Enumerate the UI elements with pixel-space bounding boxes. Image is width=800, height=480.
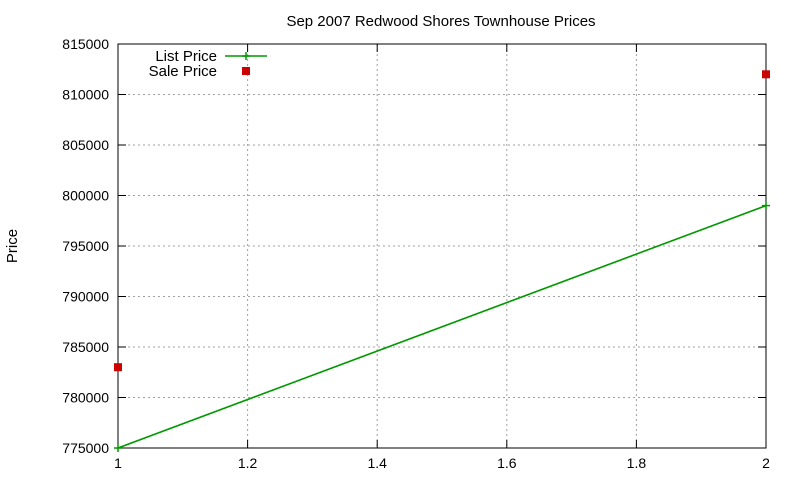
y-tick-label: 790000 xyxy=(62,289,109,305)
series-0 xyxy=(114,201,770,452)
x-tick-label: 1.2 xyxy=(238,455,258,471)
x-tick-label: 1.8 xyxy=(627,455,647,471)
series-layer xyxy=(114,70,770,452)
data-point xyxy=(114,363,122,372)
x-tick-label: 1.4 xyxy=(367,455,387,471)
y-tick-label: 775000 xyxy=(62,440,109,456)
axis-ticks: 1 1.2 1.4 1.6 1.8 2 775000 780000 785000 790000 79… xyxy=(62,36,770,471)
y-tick-label: 780000 xyxy=(62,390,109,406)
data-point xyxy=(762,70,770,79)
y-tick-label: 815000 xyxy=(62,36,109,52)
y-tick-label: 810000 xyxy=(62,87,109,103)
y-tick-label: 785000 xyxy=(62,339,109,355)
y-axis-label: Price xyxy=(4,229,21,263)
y-tick-label: 800000 xyxy=(62,188,109,204)
legend-swatch-marker xyxy=(242,67,250,75)
series-1 xyxy=(114,70,770,372)
x-tick-label: 1.6 xyxy=(497,455,517,471)
x-tick-label: 1 xyxy=(114,455,122,471)
data-point xyxy=(762,201,770,210)
y-tick-label: 795000 xyxy=(62,238,109,254)
legend-swatch-marker xyxy=(242,52,250,60)
data-point xyxy=(114,444,122,452)
y-tick-label: 805000 xyxy=(62,137,109,153)
x-tick-label: 2 xyxy=(762,455,770,471)
series-line xyxy=(117,204,767,449)
legend-label: List Price xyxy=(155,48,217,65)
grid xyxy=(118,44,766,448)
chart-title: Sep 2007 Redwood Shores Townhouse Prices xyxy=(286,13,595,30)
legend-label: Sale Price xyxy=(149,63,217,80)
